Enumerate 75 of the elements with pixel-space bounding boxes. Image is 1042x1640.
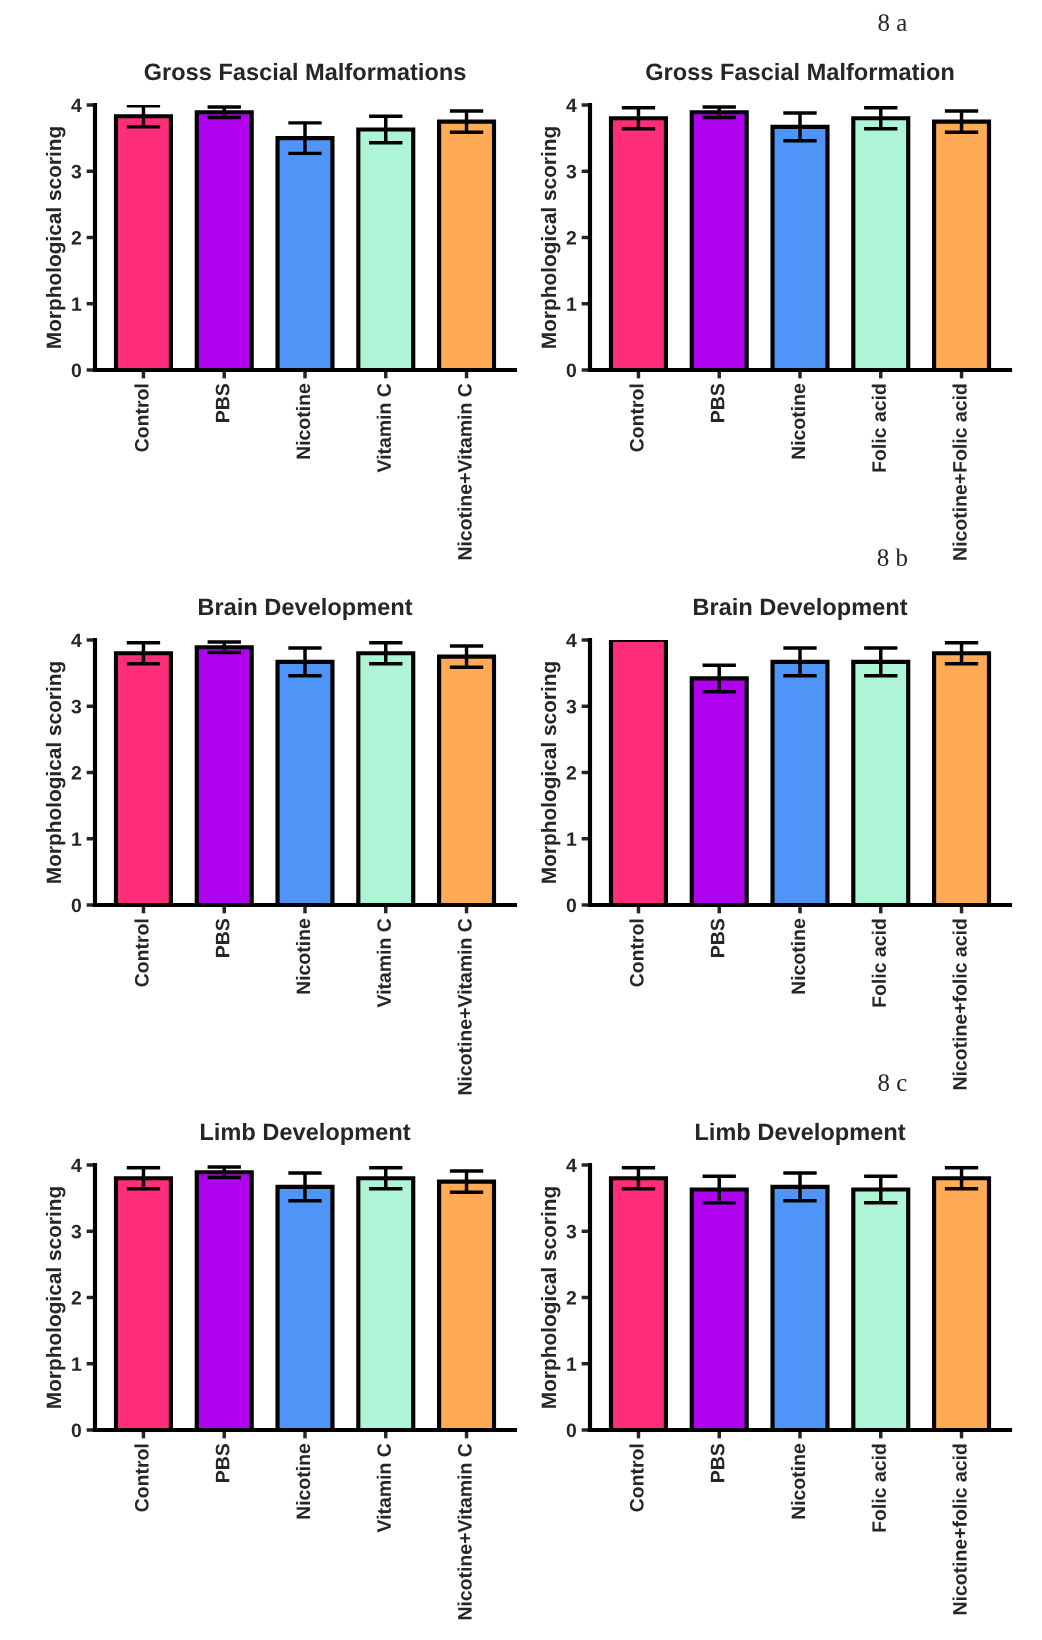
chart-title: Limb Development	[200, 1122, 411, 1145]
y-tick-label: 2	[566, 1290, 577, 1305]
x-tick-label: PBS	[710, 1443, 725, 1482]
y-tick-label: 0	[566, 1423, 577, 1438]
y-tick-label: 0	[566, 363, 577, 378]
y-axis-title: Morphological scoring	[540, 662, 561, 883]
x-tick-label: Nicotine+folic acid	[952, 1444, 967, 1615]
y-tick-label: 4	[71, 633, 82, 648]
chart-title: Gross Fascial Malformations	[144, 62, 466, 81]
y-tick-label: 2	[71, 230, 82, 245]
y-tick-label: 1	[72, 1357, 82, 1371]
x-tick-label: Control	[629, 384, 644, 452]
y-tick-label: 3	[566, 699, 577, 714]
y-tick-label: 3	[566, 164, 577, 179]
chart-title: Brain Development	[199, 597, 413, 620]
x-tick-label: Nicotine+Vitamin C	[457, 1443, 472, 1620]
x-tick-label: Control	[629, 1444, 644, 1512]
x-tick-label: PBS	[215, 383, 230, 422]
y-tick-label: 2	[71, 1290, 82, 1305]
x-tick-label: Nicotine	[790, 383, 806, 459]
x-tick-label: Folic acid	[871, 1444, 886, 1532]
y-tick-label: 1	[567, 832, 577, 846]
x-tick-label: Control	[629, 919, 644, 987]
y-tick-label: 2	[566, 230, 577, 245]
y-axis-title: Morphological scoring	[540, 127, 561, 348]
x-tick-label: Control	[134, 919, 149, 987]
x-tick-label: Nicotine+Vitamin C	[457, 918, 472, 1095]
y-tick-label: 1	[567, 1357, 577, 1371]
y-tick-label: 2	[566, 765, 577, 780]
x-tick-label: Vitamin C	[376, 383, 391, 473]
x-tick-label: Nicotine	[295, 383, 311, 459]
y-tick-label: 3	[566, 1224, 577, 1239]
y-tick-label: 3	[71, 164, 82, 179]
y-tick-label: 4	[566, 1158, 577, 1173]
y-tick-label: 4	[71, 1158, 82, 1173]
y-tick-label: 0	[71, 898, 82, 913]
y-tick-label: 1	[72, 832, 82, 846]
text: 8 c	[878, 1074, 907, 1092]
x-tick-label: Nicotine+folic acid	[952, 919, 967, 1090]
y-axis-title: Morphological scoring	[45, 127, 66, 348]
y-axis-title: Morphological scoring	[45, 662, 66, 883]
text: 8 a	[878, 14, 907, 32]
x-tick-label: Nicotine	[790, 918, 806, 994]
y-tick-label: 1	[567, 297, 577, 311]
x-tick-label: Vitamin C	[376, 1443, 391, 1533]
y-tick-label: 2	[71, 765, 82, 780]
y-tick-label: 0	[71, 1423, 82, 1438]
x-tick-label: PBS	[710, 918, 725, 957]
x-tick-label: Control	[134, 1444, 149, 1512]
chart-title: Brain Development	[694, 597, 908, 620]
x-tick-label: PBS	[710, 383, 725, 422]
x-tick-label: PBS	[215, 918, 230, 957]
x-tick-label: Nicotine	[790, 1443, 806, 1519]
x-tick-label: PBS	[215, 1443, 230, 1482]
y-tick-label: 4	[566, 633, 577, 648]
y-tick-label: 0	[566, 898, 577, 913]
y-tick-label: 3	[71, 1224, 82, 1239]
chart-title: Gross Fascial Malformation	[646, 62, 954, 81]
y-tick-label: 0	[71, 363, 82, 378]
y-axis-title: Morphological scoring	[540, 1187, 561, 1408]
x-tick-label: Folic acid	[871, 384, 886, 472]
y-tick-label: 3	[71, 699, 82, 714]
x-tick-label: Nicotine+Vitamin C	[457, 383, 472, 560]
x-tick-label: Nicotine	[295, 1443, 311, 1519]
y-tick-label: 4	[566, 98, 577, 113]
x-tick-label: Nicotine	[295, 918, 311, 994]
text: 8 b	[877, 548, 908, 567]
x-tick-label: Vitamin C	[376, 918, 391, 1008]
y-tick-label: 1	[72, 297, 82, 311]
y-tick-label: 4	[71, 98, 82, 113]
y-axis-title: Morphological scoring	[45, 1187, 66, 1408]
chart-title: Limb Development	[695, 1122, 906, 1145]
x-tick-label: Control	[134, 384, 149, 452]
x-tick-label: Folic acid	[871, 919, 886, 1007]
x-tick-label: Nicotine+Folic acid	[952, 384, 967, 560]
